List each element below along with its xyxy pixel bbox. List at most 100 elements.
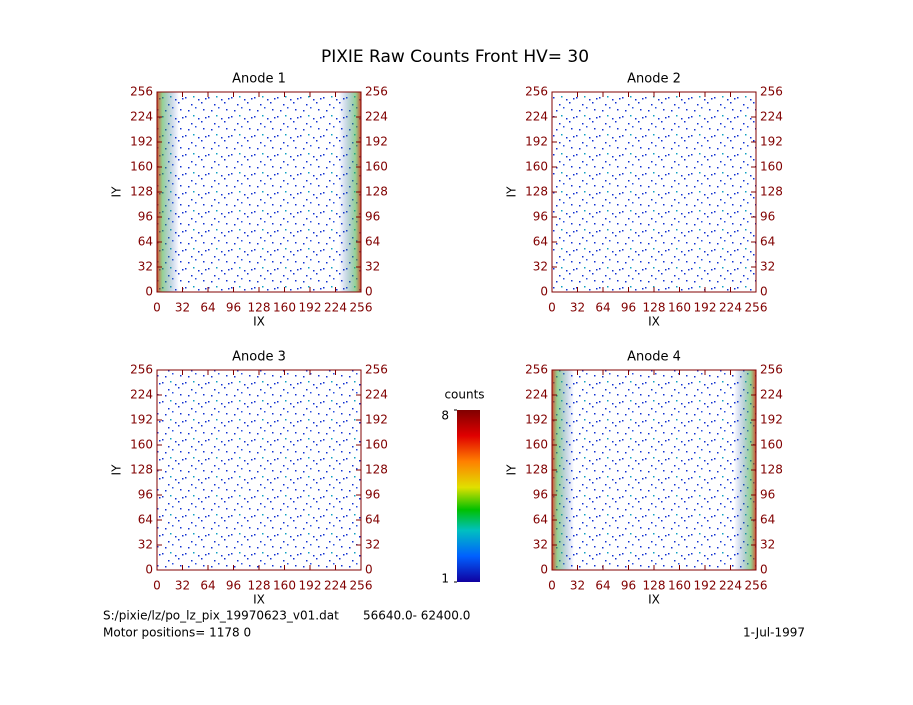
y-tick-label: 128: [525, 463, 548, 477]
x-tick-label: 224: [719, 579, 742, 593]
y-tick-label-right: 224: [365, 110, 388, 124]
date: 1-Jul-1997: [743, 626, 805, 640]
panel-title: Anode 2: [627, 72, 681, 87]
x-tick-label: 128: [643, 579, 666, 593]
y-tick-label-right: 128: [365, 185, 388, 199]
y-tick-label: 256: [525, 85, 548, 99]
y-tick-label: 160: [130, 438, 153, 452]
x-tick-label: 160: [273, 301, 296, 315]
x-tick-label: 32: [175, 579, 190, 593]
y-tick-label-right: 96: [760, 488, 775, 502]
x-tick-label: 32: [175, 301, 190, 315]
x-tick-label: 0: [548, 579, 556, 593]
heatmap-texture: [552, 92, 756, 292]
y-tick-label: 32: [138, 260, 153, 274]
y-axis-label: IY: [110, 464, 124, 476]
y-tick-label-right: 192: [365, 135, 388, 149]
x-axis-label: IX: [648, 315, 660, 329]
y-tick-label-right: 96: [365, 488, 380, 502]
y-axis-label: IY: [110, 186, 124, 198]
x-tick-label: 192: [694, 579, 717, 593]
chart-title: PIXIE Raw Counts Front HV= 30: [321, 47, 589, 67]
y-tick-label-right: 64: [365, 235, 380, 249]
panel-title: Anode 1: [232, 72, 286, 87]
x-tick-label: 256: [745, 579, 768, 593]
y-tick-label: 64: [533, 513, 548, 527]
heatmap-edge: [734, 370, 756, 570]
y-tick-label-right: 224: [365, 388, 388, 402]
y-axis-label: IY: [505, 186, 519, 198]
x-tick-label: 256: [350, 579, 373, 593]
y-tick-label-right: 192: [760, 135, 783, 149]
y-tick-label: 0: [540, 563, 548, 577]
colorbar-tick-label: 8: [441, 409, 449, 423]
x-tick-label: 128: [643, 301, 666, 315]
y-tick-label: 32: [138, 538, 153, 552]
x-axis-label: IX: [648, 593, 660, 607]
colorbar: [457, 410, 480, 582]
y-tick-label-right: 32: [760, 538, 775, 552]
y-tick-label-right: 128: [365, 463, 388, 477]
heatmap-edge: [157, 92, 179, 292]
file-name: S:/pixie/lz/po_lz_pix_19970623_v01.dat: [103, 609, 339, 623]
y-tick-label-right: 64: [760, 513, 775, 527]
x-tick-label: 160: [668, 579, 691, 593]
y-tick-label: 192: [130, 413, 153, 427]
y-tick-label-right: 96: [365, 210, 380, 224]
panel-title: Anode 4: [627, 350, 681, 365]
time-range: 56640.0- 62400.0: [363, 609, 470, 623]
y-tick-label-right: 256: [760, 363, 783, 377]
y-tick-label: 0: [540, 285, 548, 299]
x-tick-label: 96: [226, 579, 241, 593]
x-axis-label: IX: [253, 593, 265, 607]
x-tick-label: 0: [153, 301, 161, 315]
y-tick-label-right: 192: [760, 413, 783, 427]
y-tick-label-right: 160: [365, 160, 388, 174]
heatmap-edge: [552, 370, 574, 570]
heatmap-edge: [339, 92, 361, 292]
y-tick-label: 96: [533, 488, 548, 502]
x-tick-label: 192: [299, 301, 322, 315]
y-tick-label-right: 64: [760, 235, 775, 249]
y-tick-label-right: 0: [760, 285, 768, 299]
y-tick-label-right: 256: [760, 85, 783, 99]
colorbar-label: counts: [444, 388, 484, 402]
x-tick-label: 32: [570, 301, 585, 315]
x-tick-label: 160: [273, 579, 296, 593]
y-tick-label: 160: [525, 438, 548, 452]
y-tick-label: 64: [138, 235, 153, 249]
y-tick-label-right: 192: [365, 413, 388, 427]
y-tick-label: 192: [525, 413, 548, 427]
y-tick-label: 64: [533, 235, 548, 249]
y-tick-label-right: 160: [365, 438, 388, 452]
y-tick-label: 96: [533, 210, 548, 224]
y-tick-label: 0: [145, 285, 153, 299]
y-tick-label-right: 0: [760, 563, 768, 577]
y-tick-label: 224: [130, 388, 153, 402]
y-tick-label: 128: [130, 463, 153, 477]
y-tick-label-right: 32: [365, 260, 380, 274]
x-tick-label: 96: [621, 301, 636, 315]
colorbar-tick-label: 1: [441, 572, 449, 586]
y-tick-label: 224: [130, 110, 153, 124]
y-tick-label: 224: [525, 110, 548, 124]
y-tick-label-right: 128: [760, 463, 783, 477]
y-tick-label: 192: [525, 135, 548, 149]
x-tick-label: 64: [200, 301, 215, 315]
y-tick-label: 160: [130, 160, 153, 174]
y-tick-label: 160: [525, 160, 548, 174]
y-tick-label: 256: [130, 85, 153, 99]
heatmap-texture: [552, 370, 756, 570]
x-tick-label: 224: [719, 301, 742, 315]
x-tick-label: 64: [595, 301, 610, 315]
x-tick-label: 64: [200, 579, 215, 593]
y-tick-label: 96: [138, 210, 153, 224]
heatmap-texture: [157, 92, 361, 292]
x-tick-label: 0: [153, 579, 161, 593]
x-tick-label: 192: [694, 301, 717, 315]
x-tick-label: 96: [621, 579, 636, 593]
y-tick-label-right: 160: [760, 438, 783, 452]
heatmap-texture: [157, 370, 361, 570]
y-tick-label-right: 96: [760, 210, 775, 224]
x-tick-label: 160: [668, 301, 691, 315]
